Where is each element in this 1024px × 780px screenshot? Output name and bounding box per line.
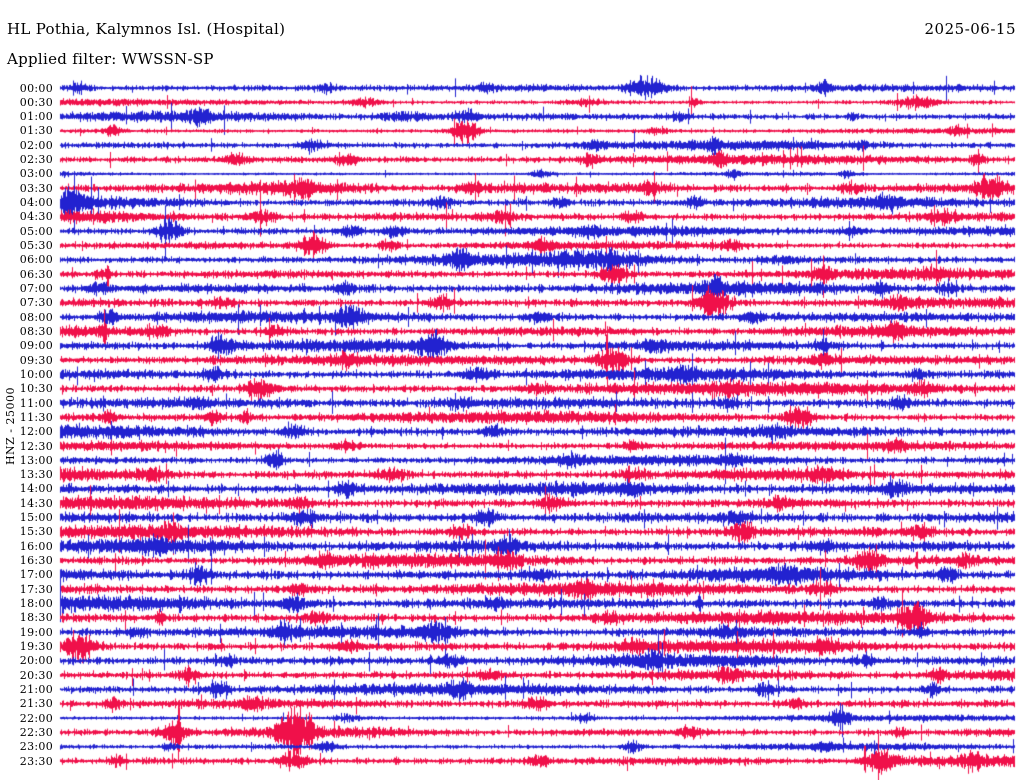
time-label: 19:30 <box>19 639 53 653</box>
time-label: 20:30 <box>19 668 53 682</box>
time-label: 09:30 <box>19 353 53 367</box>
time-label: 01:30 <box>19 124 53 138</box>
time-label: 16:30 <box>19 554 53 568</box>
time-label: 05:30 <box>19 239 53 253</box>
time-label: 04:00 <box>19 196 53 210</box>
time-label: 18:30 <box>19 611 53 625</box>
time-label: 06:30 <box>19 267 53 281</box>
time-label: 13:00 <box>19 453 53 467</box>
time-label: 19:00 <box>19 625 53 639</box>
time-label: 07:00 <box>19 281 53 295</box>
time-label: 23:30 <box>19 754 53 768</box>
time-label: 22:30 <box>19 725 53 739</box>
time-label: 02:30 <box>19 153 53 167</box>
time-label: 07:30 <box>19 296 53 310</box>
time-label: 03:00 <box>19 167 53 181</box>
time-label: 12:00 <box>19 425 53 439</box>
time-label: 04:30 <box>19 210 53 224</box>
time-label: 08:30 <box>19 324 53 338</box>
time-label: 10:30 <box>19 382 53 396</box>
time-label: 08:00 <box>19 310 53 324</box>
time-label: 03:30 <box>19 181 53 195</box>
time-label: 23:00 <box>19 740 53 754</box>
time-label: 21:00 <box>19 682 53 696</box>
time-label: 01:00 <box>19 110 53 124</box>
time-label: 11:00 <box>19 396 53 410</box>
time-label: 11:30 <box>19 410 53 424</box>
time-label: 22:00 <box>19 711 53 725</box>
time-label: 10:00 <box>19 367 53 381</box>
time-label: 15:30 <box>19 525 53 539</box>
time-label: 15:00 <box>19 511 53 525</box>
time-label: 17:00 <box>19 568 53 582</box>
time-label: 14:00 <box>19 482 53 496</box>
time-label: 20:00 <box>19 654 53 668</box>
time-label: 13:30 <box>19 468 53 482</box>
applied-filter-label: Applied filter: WWSSN-SP <box>7 50 214 68</box>
time-label: 16:00 <box>19 539 53 553</box>
time-label: 21:30 <box>19 697 53 711</box>
time-label: 06:00 <box>19 253 53 267</box>
time-label: 05:00 <box>19 224 53 238</box>
time-label: 17:30 <box>19 582 53 596</box>
station-title: HL Pothia, Kalymnos Isl. (Hospital) <box>7 20 286 38</box>
time-label: 00:00 <box>19 81 53 95</box>
time-label: 09:00 <box>19 339 53 353</box>
time-label: 14:30 <box>19 496 53 510</box>
time-label: 12:30 <box>19 439 53 453</box>
time-label: 18:00 <box>19 597 53 611</box>
time-label: 00:30 <box>19 95 53 109</box>
date-label: 2025-06-15 <box>924 20 1016 38</box>
time-label: 02:00 <box>19 138 53 152</box>
